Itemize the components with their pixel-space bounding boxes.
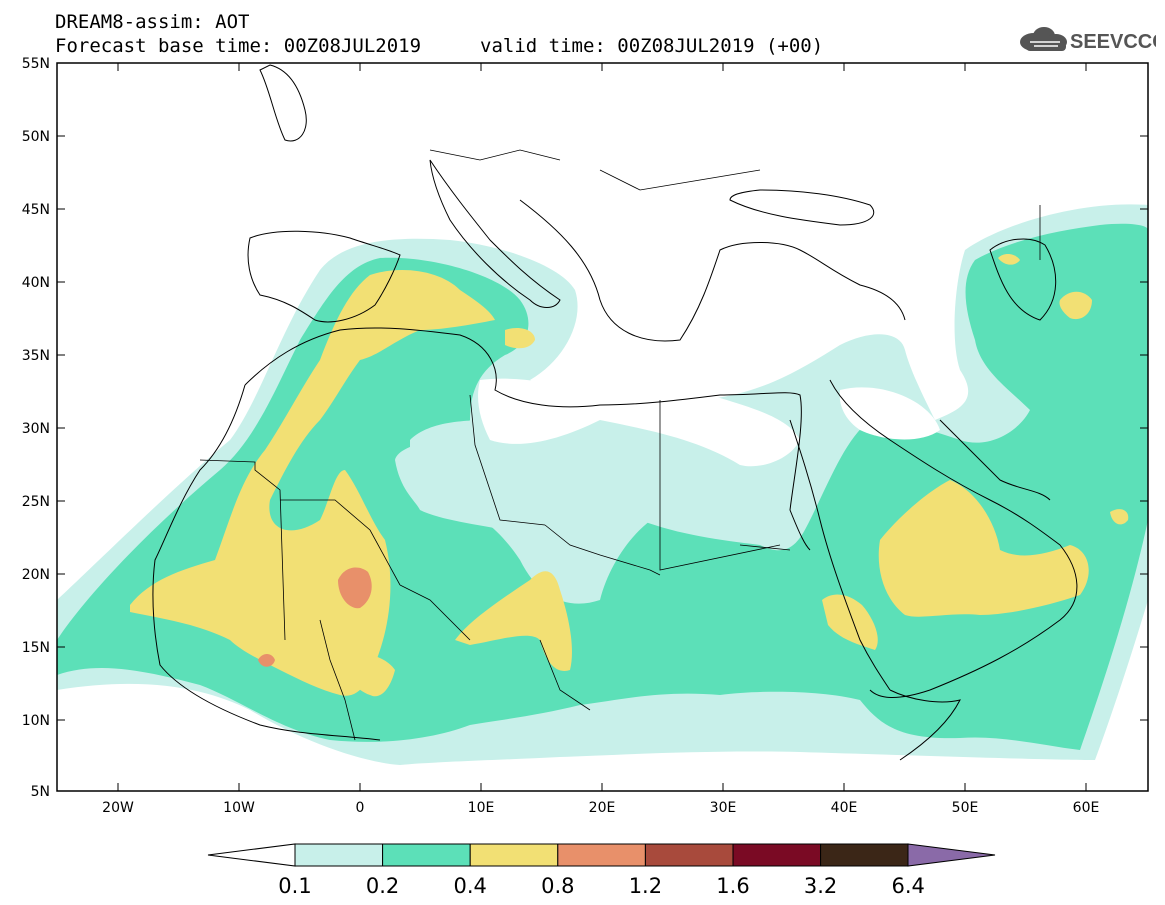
aot-contour-0.4-ethiopia	[822, 594, 878, 650]
borders	[199, 149, 1041, 741]
aot-contour-0.4-nigeria	[340, 653, 395, 697]
lat-label: 10N	[22, 713, 50, 729]
coast-arabia	[829, 379, 1078, 698]
lon-label: 60E	[1073, 800, 1100, 816]
aot-contour-0.4-arabia	[878, 480, 1089, 617]
lon-label: 30E	[710, 800, 737, 816]
aot-clear-patch	[478, 378, 800, 467]
aot-contour-0.1-inner	[410, 417, 785, 604]
lon-label: 20E	[589, 800, 616, 816]
map-title: DREAM8-assim: AOT	[55, 11, 250, 33]
lat-ticks	[57, 62, 1148, 792]
aot-contour-0.4-sardinia	[505, 328, 535, 349]
aot-contour-0.4-arabia-edge	[1110, 509, 1129, 525]
aot-contour-0.4-caspian	[1059, 291, 1092, 320]
coast-caspian	[989, 238, 1057, 321]
coast-balkans	[519, 199, 906, 342]
coast-italy	[429, 159, 561, 308]
aot-contour-0.8-mauritania	[258, 654, 275, 667]
lon-label: 10W	[223, 800, 255, 816]
lon-labels: 20W 10W 0 10E 20E 30E 40E 50E 60E	[102, 800, 1099, 816]
lat-label: 20N	[22, 567, 50, 583]
aot-contour-0.8-mali	[338, 567, 372, 609]
lat-label: 5N	[31, 784, 50, 800]
coast-iberia	[247, 230, 401, 323]
aot-contour-0.4-west	[130, 270, 495, 696]
aot-field	[57, 63, 1148, 791]
lat-label: 30N	[22, 421, 50, 437]
coast-uk	[259, 64, 307, 142]
coast-red-sea	[789, 419, 891, 691]
coast-west-africa	[152, 384, 381, 741]
lat-label: 45N	[22, 202, 50, 218]
lon-ticks	[117, 63, 1087, 791]
coast-horn	[889, 689, 961, 761]
lat-label: 15N	[22, 640, 50, 656]
lat-label: 40N	[22, 275, 50, 291]
coastlines	[152, 64, 1078, 761]
coast-north-africa	[244, 327, 811, 551]
valid-time: valid time: 00Z08JUL2019 (+00)	[480, 35, 824, 57]
lon-label: 20W	[102, 800, 134, 816]
logo-text: SEEVCCC	[1070, 31, 1156, 53]
forecast-base-time: Forecast base time: 00Z08JUL2019	[55, 35, 422, 57]
lat-label: 35N	[22, 348, 50, 364]
lat-label: 25N	[22, 494, 50, 510]
coast-black-sea	[729, 189, 875, 226]
lat-label: 50N	[22, 129, 50, 145]
lon-label: 40E	[831, 800, 858, 816]
aot-clear-patch-2	[839, 387, 940, 440]
aot-contour-0.4-caucasus	[998, 254, 1020, 265]
lat-labels: 55N 50N 45N 40N 35N 30N 25N 20N 15N 10N …	[22, 56, 50, 800]
coast-gulf	[939, 419, 1051, 501]
lon-label: 0	[356, 800, 365, 816]
seevccc-logo: SEEVCCC	[1020, 27, 1156, 53]
lon-label: 50E	[952, 800, 979, 816]
lat-label: 55N	[22, 56, 50, 72]
lon-label: 10E	[468, 800, 495, 816]
